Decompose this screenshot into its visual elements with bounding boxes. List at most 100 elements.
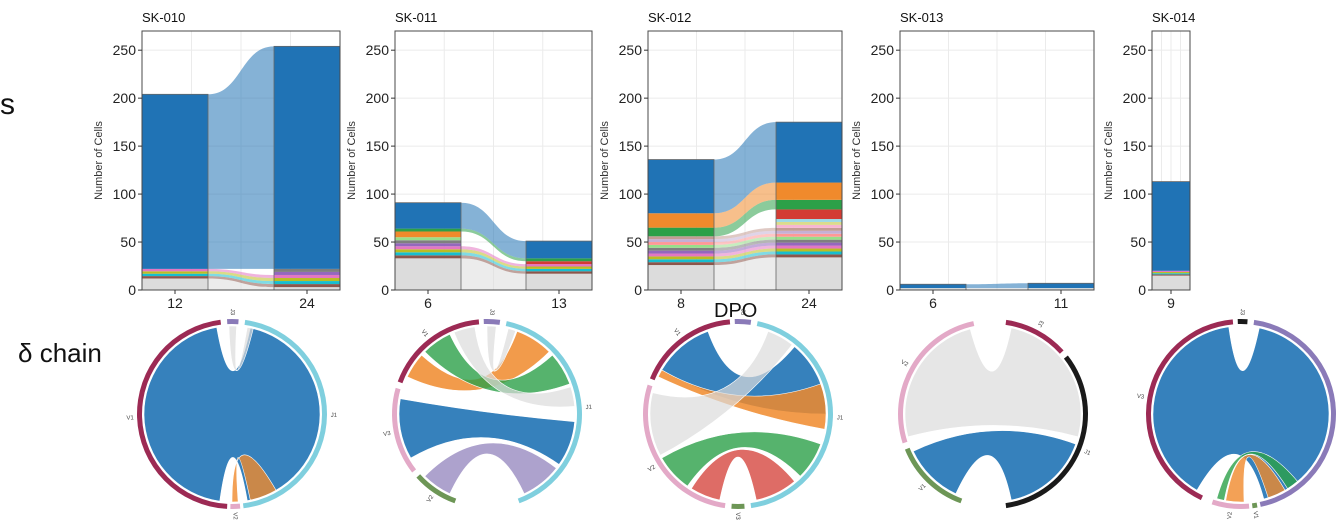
x-tick-label: 11	[1054, 295, 1069, 311]
chord-segment	[1251, 502, 1258, 509]
stack-segment	[395, 231, 461, 238]
chord-segment-label: V1	[1252, 511, 1259, 520]
stack-segment	[776, 233, 842, 237]
flow-band	[714, 242, 776, 254]
chord-segment	[416, 474, 457, 504]
y-tick-label: 150	[366, 138, 390, 154]
chord-segment	[230, 503, 241, 510]
y-tick-label: 50	[626, 234, 642, 250]
stack-segment	[776, 245, 842, 249]
chord-ribbon	[904, 327, 1082, 438]
chord-diagram-1: V1 J3 J1 V2	[126, 309, 338, 521]
stack-segment	[776, 248, 842, 252]
chord-segment-label: J3	[1239, 309, 1245, 316]
stack-segment	[395, 246, 461, 250]
chord-segment-label: J3	[739, 309, 745, 316]
chord-ribbon	[453, 326, 575, 408]
stack-segment	[395, 252, 461, 256]
stack-segment	[648, 227, 714, 237]
flow-band	[714, 257, 776, 290]
chord-diagram-3: V1 J3 J1 V3 V2	[643, 309, 844, 520]
chord-ribbon	[690, 449, 795, 501]
stack-segment	[274, 46, 340, 269]
x-tick-label: 24	[801, 295, 817, 311]
alluvial-panel-2: 0 50 100 150 200 250 6 13 SK-011 Number of Cells	[346, 10, 593, 311]
stack-segment	[526, 273, 592, 290]
stack-segment	[648, 239, 714, 243]
flow-band	[208, 268, 274, 279]
panel-title: SK-011	[395, 10, 437, 25]
y-tick-label: 0	[1138, 282, 1146, 298]
flow-band	[461, 252, 526, 272]
flow-band	[714, 248, 776, 260]
y-tick-label: 250	[619, 42, 643, 58]
stack-segment	[395, 255, 461, 259]
x-tick-label: 12	[167, 295, 183, 311]
panel-title: SK-013	[900, 10, 943, 25]
alluvial-panel-1: 0 50 100 150 200 250 12 24 SK-010 Number of Cells	[93, 10, 341, 311]
chord-ribbon	[424, 442, 557, 495]
chord-segment	[904, 447, 963, 504]
y-tick-label: 100	[366, 186, 390, 202]
chord-ribbon	[231, 454, 277, 503]
stack-segment	[274, 287, 340, 290]
y-tick-label: 200	[871, 90, 895, 106]
chord-ribbon	[1225, 454, 1286, 503]
row-label-middle: DPO	[714, 300, 758, 322]
y-axis-label: Number of Cells	[599, 121, 611, 200]
y-tick-label: 150	[1123, 138, 1147, 154]
stack-segment	[274, 271, 340, 275]
stack-segment	[648, 242, 714, 245]
y-tick-label: 250	[871, 42, 895, 58]
stack-segment	[776, 182, 842, 200]
stack-segment	[776, 239, 842, 243]
flow-band	[966, 283, 1028, 289]
stack-segment	[648, 262, 714, 266]
stack-segment	[274, 281, 340, 285]
chord-ribbon	[661, 431, 822, 487]
y-axis-label: Number of Cells	[851, 121, 863, 200]
stack-segment	[776, 224, 842, 228]
stack-segment	[1152, 273, 1190, 275]
stack-segment	[1152, 272, 1190, 274]
stack-segment	[395, 202, 461, 229]
flow-band	[461, 202, 526, 259]
chord-segment-label: J1	[837, 415, 844, 421]
alluvial-panel-3: 0 50 100 150 200 250 8 24 SK-012 Number of Cells	[599, 10, 843, 311]
chord-segment-label: J3	[229, 309, 235, 316]
stack-segment	[526, 241, 592, 259]
chord-ribbon	[1216, 451, 1298, 501]
stack-segment	[526, 264, 592, 267]
y-tick-label: 250	[1123, 42, 1147, 58]
y-axis-label: Number of Cells	[346, 121, 358, 200]
chord-diagram-5: V3J3J1V2V1	[1136, 309, 1340, 520]
chord-ribbon	[649, 330, 793, 456]
chord-segment-label: V3	[383, 431, 392, 438]
chord-segment-label: V2	[899, 359, 909, 368]
stack-segment	[142, 268, 208, 272]
stack-segment	[648, 265, 714, 290]
flow-band	[461, 246, 526, 267]
stack-segment	[142, 271, 208, 274]
stack-segment	[142, 273, 208, 277]
chord-ribbon	[912, 430, 1077, 501]
y-tick-label: 100	[871, 186, 895, 202]
stack-segment	[776, 227, 842, 231]
chord-segment-label: V2	[426, 494, 435, 504]
x-tick-label: 24	[299, 295, 315, 311]
chord-segment-label: J3	[1038, 320, 1047, 329]
x-tick-label: 8	[677, 295, 685, 311]
panel-border	[394, 30, 593, 291]
stack-segment	[526, 271, 592, 274]
stack-segment	[142, 278, 208, 290]
stack-segment	[395, 240, 461, 244]
chord-segment-label: V2	[647, 464, 657, 473]
stack-segment	[776, 230, 842, 234]
alluvial-panel-4: 0 50 100 150 200 250 6 11 SK-013 Number of Cells	[851, 10, 1095, 311]
stack-segment	[648, 244, 714, 248]
stack-segment	[395, 228, 461, 232]
stack-segment	[776, 257, 842, 290]
stack-segment	[526, 268, 592, 272]
stack-segment	[648, 256, 714, 260]
